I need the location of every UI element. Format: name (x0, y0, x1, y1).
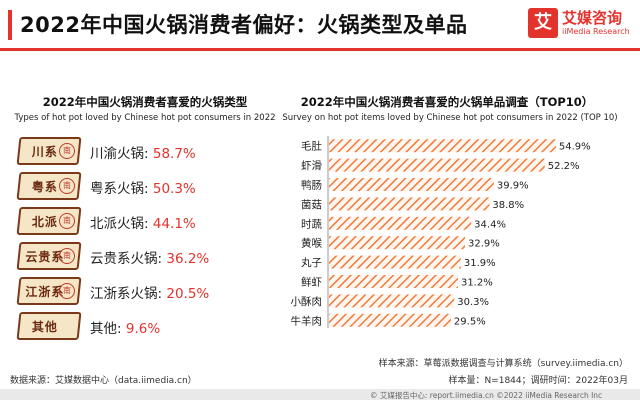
type-value: 9.6% (125, 321, 161, 337)
data-source-note: 数据来源：艾媒数据中心（data.iimedia.cn） (10, 376, 197, 386)
category-label: 丸子 (301, 256, 322, 269)
type-name: 云贵系火锅: (90, 251, 163, 267)
bar (329, 139, 556, 153)
hotpot-type-label: 云贵系火锅: 36.2% (90, 247, 209, 267)
bar (329, 216, 472, 230)
value-label: 30.3% (457, 297, 489, 308)
type-value: 58.7% (152, 146, 196, 162)
chart-title: 2022年中国火锅消费者喜爱的火锅单品调查（TOP10） (300, 95, 594, 109)
type-name: 江浙系火锅: (90, 286, 163, 302)
sample-size-note: 样本量：N=1844；调研时间：2022年03月 (448, 376, 628, 386)
footer-copyright: © 艾媒报告中心: report.iimedia.cn ©2022 iiMedi… (370, 391, 603, 400)
left-panel-title: 2022年中国火锅消费者喜爱的火锅类型 (42, 95, 248, 109)
type-name: 其他: (90, 321, 122, 337)
hotpot-type-label: 粤系火锅: 50.3% (90, 177, 196, 197)
logo-subtitle: iiMedia Research (562, 27, 630, 36)
value-label: 31.2% (461, 278, 493, 289)
left-panel-subtitle: Types of hot pot loved by Chinese hot po… (14, 113, 276, 123)
value-label: 52.2% (548, 161, 580, 172)
hotpot-type-badge: 北派 南 (16, 207, 82, 235)
bar (329, 236, 465, 250)
type-value: 36.2% (166, 251, 210, 267)
value-label: 39.9% (497, 181, 529, 192)
hotpot-type-label: 江浙系火锅: 20.5% (90, 282, 209, 302)
bar (329, 158, 545, 172)
hotpot-type-badge: 其他 (16, 312, 82, 340)
seal-icon: 南 (59, 213, 75, 229)
hotpot-type-badge: 云贵系 南 (16, 242, 82, 270)
value-label: 54.9% (559, 142, 591, 153)
title-accent-bar (8, 10, 12, 40)
hotpot-type-badge: 粤系 南 (16, 172, 82, 200)
type-value: 20.5% (166, 286, 210, 302)
seal-icon: 南 (59, 248, 75, 264)
type-value: 50.3% (152, 181, 196, 197)
category-label: 鲜虾 (301, 276, 322, 289)
category-label: 牛羊肉 (291, 314, 323, 327)
value-label: 29.5% (454, 316, 486, 327)
sample-source-note: 样本来源：草莓派数据调查与计算系统（survey.iimedia.cn） (378, 359, 628, 369)
hotpot-type-item: 云贵系 南 云贵系火锅: 36.2% (16, 242, 278, 276)
hotpot-type-item: 北派 南 北派火锅: 44.1% (16, 207, 278, 241)
category-label: 鸭肠 (301, 179, 322, 192)
category-label: 时蔬 (301, 218, 322, 230)
logo-name: 艾媒咨询 (562, 9, 623, 27)
category-label: 黄喉 (301, 237, 322, 250)
value-label: 34.4% (474, 219, 506, 230)
hotpot-type-item: 其他 其他: 9.6% (16, 312, 278, 346)
seal-icon: 南 (59, 143, 75, 159)
value-label: 32.9% (468, 239, 500, 250)
seal-icon: 南 (59, 283, 75, 299)
bar (329, 275, 458, 288)
hotpot-type-badge: 川系 南 (16, 137, 82, 165)
hotpot-type-item: 川系 南 川渝火锅: 58.7% (16, 137, 278, 171)
hotpot-type-label: 其他: 9.6% (90, 317, 160, 337)
iimedia-logo: 艾 艾媒咨询 iiMedia Research (528, 8, 632, 42)
value-label: 38.8% (492, 200, 524, 211)
hotpot-type-label: 北派火锅: 44.1% (90, 212, 196, 232)
type-name: 粤系火锅: (90, 181, 149, 197)
type-name: 川渝火锅: (90, 146, 149, 162)
hotpot-type-item: 粤系 南 粤系火锅: 50.3% (16, 172, 278, 206)
hotpot-type-badge: 江浙系 南 (16, 277, 82, 305)
hotpot-type-label: 川渝火锅: 58.7% (90, 142, 196, 162)
bar (329, 178, 494, 191)
badge-text: 其他 (31, 320, 58, 334)
category-label: 虾滑 (301, 159, 322, 172)
hotpot-items-bar-chart: 毛肚 54.9% 虾滑 52.2% 鸭肠 39.9% 菌菇 38.8% 时蔬 34.4% 黄喉 32.… (291, 136, 591, 328)
type-value: 44.1% (152, 216, 196, 232)
bar (329, 313, 451, 327)
page-title: 2022年中国火锅消费者偏好：火锅类型及单品 (20, 13, 468, 37)
bar (329, 294, 455, 308)
header-divider (0, 48, 640, 51)
bar (329, 255, 461, 269)
category-label: 小酥肉 (291, 295, 323, 308)
bar (329, 197, 490, 211)
type-name: 北派火锅: (90, 216, 149, 232)
category-label: 毛肚 (301, 141, 322, 153)
seal-icon: 南 (59, 178, 75, 194)
footer-strip (0, 389, 640, 400)
hotpot-type-item: 江浙系 南 江浙系火锅: 20.5% (16, 277, 278, 311)
value-label: 31.9% (464, 258, 496, 269)
logo-mark: 艾 (528, 8, 558, 38)
category-label: 菌菇 (301, 198, 322, 211)
chart-subtitle: Survey on hot pot items loved by Chinese… (282, 113, 618, 123)
